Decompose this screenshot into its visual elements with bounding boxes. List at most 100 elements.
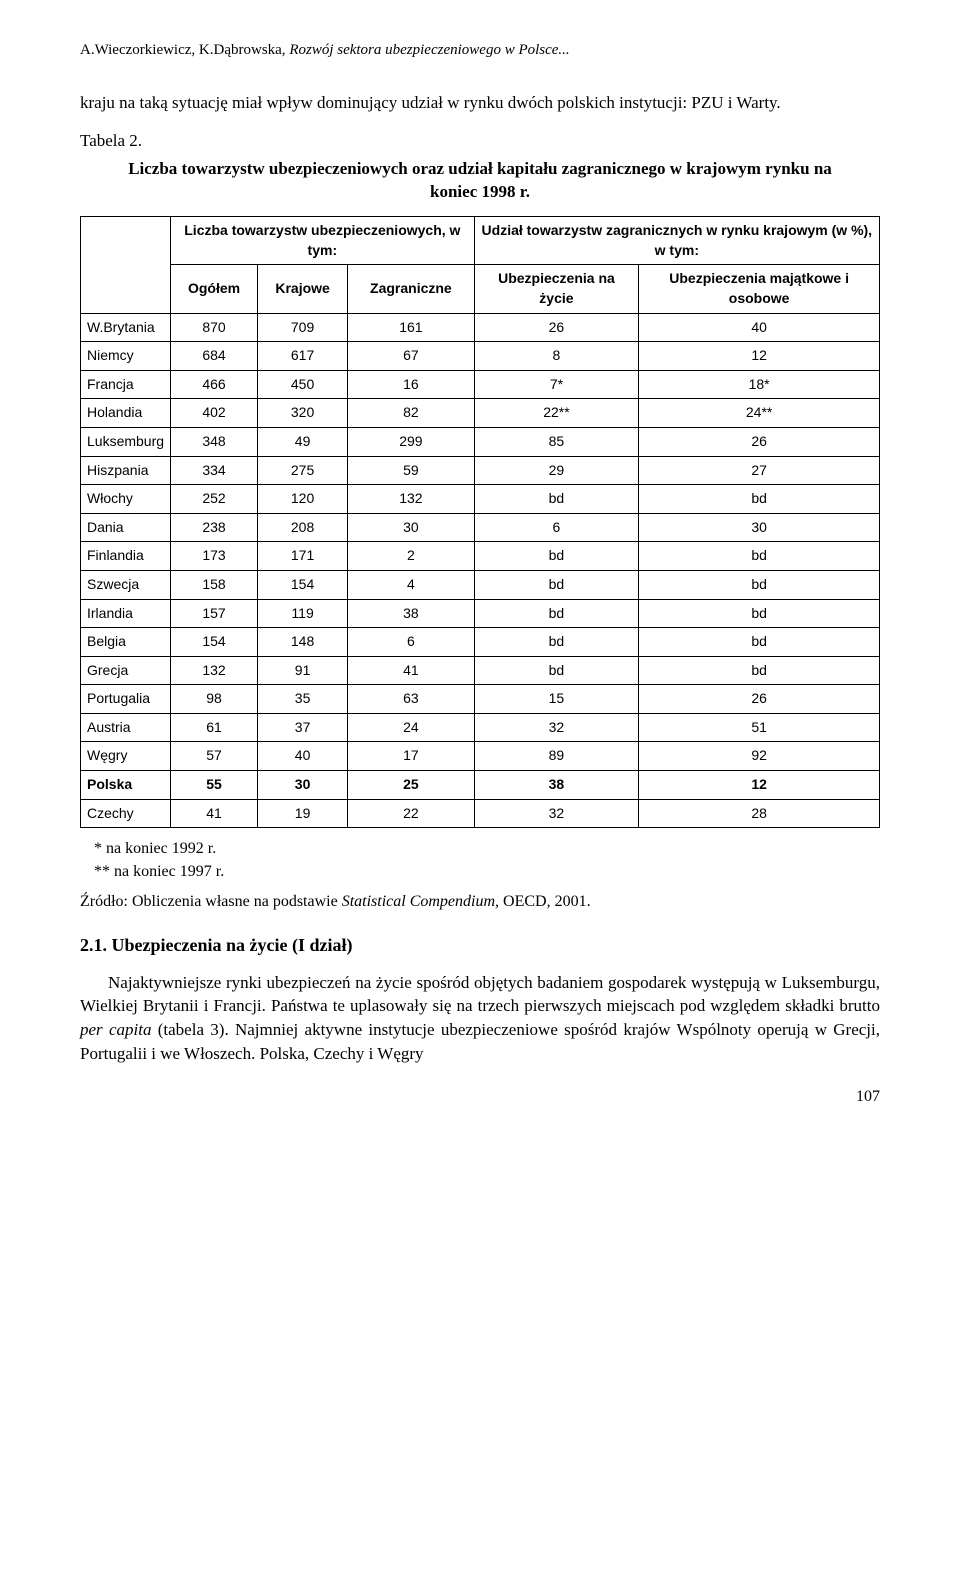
cell-value: bd <box>474 656 639 685</box>
cell-value: 37 <box>258 713 348 742</box>
cell-value: 132 <box>171 656 258 685</box>
cell-value: bd <box>474 599 639 628</box>
table-row: Belgia1541486bdbd <box>81 628 880 657</box>
cell-value: 51 <box>639 713 880 742</box>
cell-country: Austria <box>81 713 171 742</box>
cell-value: bd <box>474 628 639 657</box>
cell-value: 82 <box>348 399 475 428</box>
cell-country: Niemcy <box>81 342 171 371</box>
cell-value: 12 <box>639 342 880 371</box>
table-row: Austria6137243251 <box>81 713 880 742</box>
th-blank <box>81 217 171 313</box>
table-title: Liczba towarzystw ubezpieczeniowych oraz… <box>80 157 880 205</box>
cell-value: 40 <box>639 313 880 342</box>
cell-value: 22 <box>348 799 475 828</box>
cell-value: 38 <box>474 771 639 800</box>
table-row: Luksemburg348492998526 <box>81 427 880 456</box>
cell-country: Dania <box>81 513 171 542</box>
cell-country: Francja <box>81 370 171 399</box>
cell-value: 16 <box>348 370 475 399</box>
cell-value: 171 <box>258 542 348 571</box>
cell-value: 6 <box>348 628 475 657</box>
cell-value: 24** <box>639 399 880 428</box>
cell-value: 4 <box>348 570 475 599</box>
cell-value: bd <box>639 570 880 599</box>
cell-value: 238 <box>171 513 258 542</box>
cell-value: 89 <box>474 742 639 771</box>
th-nazycle: Ubezpieczenia na życie <box>474 265 639 313</box>
th-group2: Udział towarzystw zagranicznych w rynku … <box>474 217 879 265</box>
cell-country: Polska <box>81 771 171 800</box>
cell-country: Portugalia <box>81 685 171 714</box>
cell-value: 27 <box>639 456 880 485</box>
cell-value: 132 <box>348 485 475 514</box>
cell-value: 120 <box>258 485 348 514</box>
cell-value: 19 <box>258 799 348 828</box>
cell-value: 299 <box>348 427 475 456</box>
cell-value: 684 <box>171 342 258 371</box>
table-row: Francja466450167*18* <box>81 370 880 399</box>
cell-value: bd <box>639 599 880 628</box>
cell-value: 348 <box>171 427 258 456</box>
cell-value: 334 <box>171 456 258 485</box>
cell-value: 12 <box>639 771 880 800</box>
source-title: Statistical Compendium, <box>342 893 503 910</box>
cell-value: 30 <box>348 513 475 542</box>
table-row: Irlandia15711938bdbd <box>81 599 880 628</box>
cell-value: 98 <box>171 685 258 714</box>
cell-value: 55 <box>171 771 258 800</box>
footnote-1: * na koniec 1992 r. <box>80 838 880 860</box>
data-table: Liczba towarzystw ubezpieczeniowych, w t… <box>80 216 880 828</box>
cell-value: bd <box>474 570 639 599</box>
cell-value: 148 <box>258 628 348 657</box>
cell-value: 49 <box>258 427 348 456</box>
table-row: Holandia4023208222**24** <box>81 399 880 428</box>
cell-value: bd <box>474 485 639 514</box>
th-ogolem: Ogółem <box>171 265 258 313</box>
cell-country: Belgia <box>81 628 171 657</box>
cell-country: Holandia <box>81 399 171 428</box>
cell-value: 32 <box>474 799 639 828</box>
cell-value: 38 <box>348 599 475 628</box>
cell-value: 30 <box>639 513 880 542</box>
cell-value: 275 <box>258 456 348 485</box>
th-zagraniczne: Zagraniczne <box>348 265 475 313</box>
cell-value: 30 <box>258 771 348 800</box>
table-row: Czechy4119223228 <box>81 799 880 828</box>
table-source: Źródło: Obliczenia własne na podstawie S… <box>80 891 880 913</box>
para-italic: per capita <box>80 1020 151 1039</box>
table-row: Dania23820830630 <box>81 513 880 542</box>
table-row: Hiszpania334275592927 <box>81 456 880 485</box>
header-authors: A.Wieczorkiewicz, K.Dąbrowska, <box>80 42 289 58</box>
cell-country: Grecja <box>81 656 171 685</box>
cell-value: 154 <box>258 570 348 599</box>
cell-value: 28 <box>639 799 880 828</box>
cell-country: Włochy <box>81 485 171 514</box>
cell-country: W.Brytania <box>81 313 171 342</box>
cell-value: 154 <box>171 628 258 657</box>
cell-value: 91 <box>258 656 348 685</box>
cell-value: 320 <box>258 399 348 428</box>
table-row: Grecja1329141bdbd <box>81 656 880 685</box>
cell-value: bd <box>639 542 880 571</box>
running-header: A.Wieczorkiewicz, K.Dąbrowska, Rozwój se… <box>80 40 880 61</box>
cell-value: 157 <box>171 599 258 628</box>
cell-country: Luksemburg <box>81 427 171 456</box>
cell-value: bd <box>639 656 880 685</box>
cell-value: 6 <box>474 513 639 542</box>
table-row: Polska5530253812 <box>81 771 880 800</box>
intro-paragraph: kraju na taką sytuację miał wpływ dominu… <box>80 91 880 115</box>
section-paragraph: Najaktywniejsze rynki ubezpieczeń na życ… <box>80 971 880 1066</box>
cell-value: 119 <box>258 599 348 628</box>
table-label: Tabela 2. <box>80 131 142 150</box>
cell-value: 709 <box>258 313 348 342</box>
source-label: Źródło: Obliczenia własne na podstawie <box>80 893 342 910</box>
header-title: Rozwój sektora ubezpieczeniowego w Polsc… <box>289 42 569 58</box>
cell-value: 29 <box>474 456 639 485</box>
cell-value: 25 <box>348 771 475 800</box>
cell-value: 870 <box>171 313 258 342</box>
cell-value: 450 <box>258 370 348 399</box>
cell-value: 617 <box>258 342 348 371</box>
cell-country: Finlandia <box>81 542 171 571</box>
cell-value: 208 <box>258 513 348 542</box>
